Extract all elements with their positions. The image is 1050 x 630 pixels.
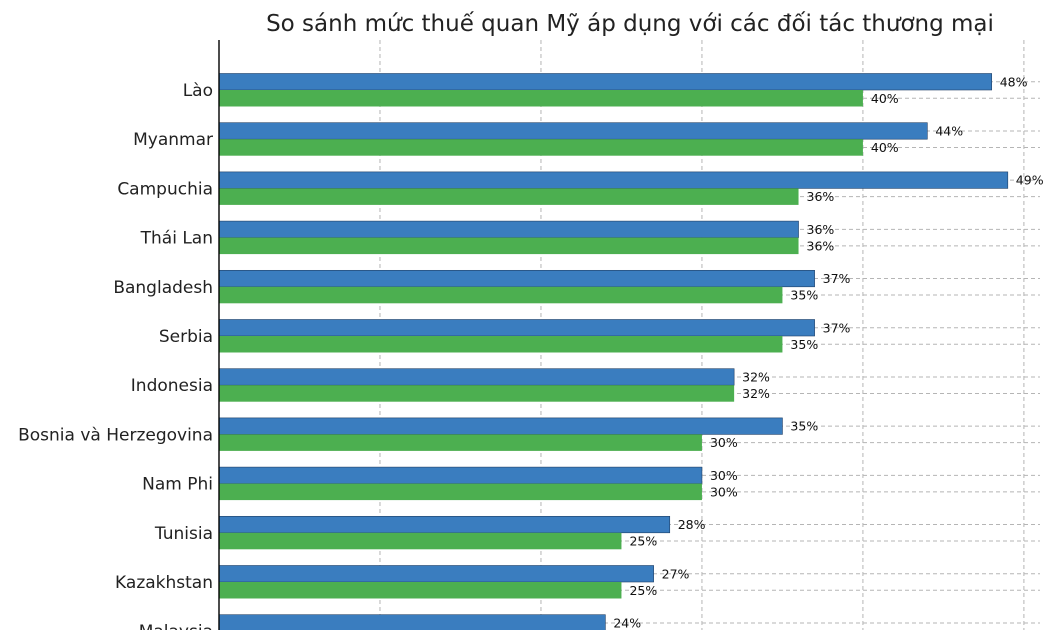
category-label: Bosnia và Herzegovina — [18, 425, 213, 445]
bar-series-1 — [218, 565, 654, 583]
bar-series-1 — [218, 73, 993, 91]
data-label: 28% — [678, 517, 706, 532]
bar-layer — [218, 73, 1009, 630]
data-label: 40% — [871, 91, 899, 106]
bar-series-2 — [219, 336, 783, 353]
category-label: Malaysia — [139, 622, 213, 630]
data-label: 24% — [613, 615, 641, 630]
category-label: Bangladesh — [113, 278, 213, 298]
category-label: Indonesia — [131, 376, 213, 396]
data-label: 44% — [935, 123, 963, 138]
data-label: 36% — [807, 189, 835, 204]
bar-series-2 — [219, 188, 799, 205]
bar-series-1 — [218, 417, 783, 435]
bar-series-1 — [218, 515, 671, 534]
data-label: 30% — [710, 435, 738, 450]
bar-series-1 — [218, 171, 1009, 189]
bar-series-1 — [218, 220, 799, 238]
bar-series-2 — [219, 90, 863, 107]
data-label: 35% — [790, 288, 818, 303]
category-label: Nam Phi — [142, 475, 213, 495]
data-label: 25% — [629, 534, 657, 549]
bar-series-2 — [219, 237, 799, 255]
data-label: 36% — [807, 222, 835, 237]
data-label: 25% — [629, 583, 657, 598]
category-label: Lào — [183, 81, 213, 101]
data-label: 48% — [1000, 74, 1028, 89]
data-label: 30% — [710, 484, 738, 499]
data-label: 32% — [742, 369, 770, 384]
chart-title: So sánh mức thuế quan Mỹ áp dụng với các… — [266, 11, 994, 37]
bar-series-2 — [219, 139, 863, 156]
bar-series-2 — [219, 532, 622, 550]
bar-series-1 — [218, 614, 606, 630]
bar-series-2 — [219, 385, 735, 402]
category-label: Tunisia — [154, 524, 213, 544]
label-layer: Lào 48% 40% Myanmar 44% 40% Campuchia 49% 36% Thá… — [18, 74, 1044, 630]
data-label: 30% — [710, 468, 738, 483]
data-label: 27% — [662, 566, 690, 581]
bar-series-1 — [218, 368, 735, 386]
data-label: 36% — [807, 238, 835, 253]
bar-series-2 — [219, 483, 702, 501]
category-label: Campuchia — [117, 179, 213, 199]
bar-series-1 — [218, 466, 703, 484]
bar-series-1 — [218, 122, 928, 140]
bar-series-1 — [218, 269, 815, 288]
bar-series-2 — [219, 434, 702, 451]
bar-series-1 — [218, 319, 815, 337]
data-label: 37% — [823, 320, 851, 335]
bar-series-2 — [219, 286, 783, 304]
data-label: 35% — [790, 419, 818, 434]
bar-series-2 — [219, 582, 622, 599]
data-label: 40% — [871, 140, 899, 155]
category-label: Thái Lan — [140, 229, 213, 249]
data-label: 32% — [742, 386, 770, 401]
data-label: 35% — [790, 337, 818, 352]
data-label: 49% — [1016, 173, 1044, 188]
data-label: 37% — [823, 271, 851, 286]
category-label: Myanmar — [133, 130, 213, 150]
category-label: Serbia — [159, 327, 213, 347]
category-label: Kazakhstan — [115, 573, 213, 593]
